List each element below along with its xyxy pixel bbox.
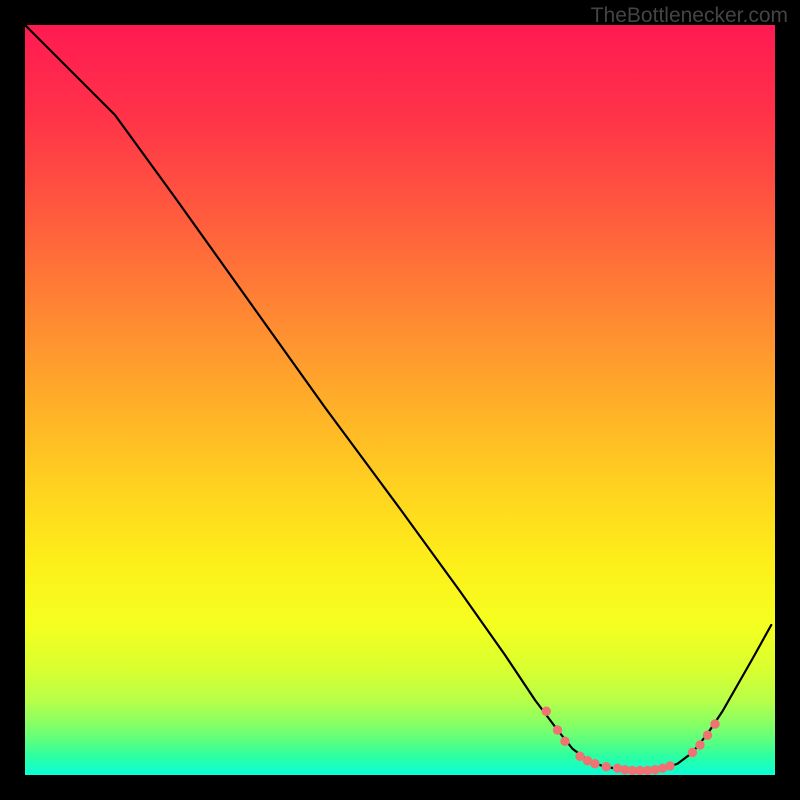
marker-dot (591, 760, 599, 768)
marker-dot (666, 762, 674, 770)
marker-dot (696, 741, 704, 749)
marker-dot (576, 752, 584, 760)
plot-area (25, 25, 775, 775)
marker-dot (703, 731, 711, 739)
marker-dot (602, 763, 610, 771)
marker-dot (711, 720, 719, 728)
marker-dot (688, 748, 696, 756)
marker-dot (613, 764, 621, 772)
marker-dot (553, 726, 561, 734)
marker-dot (561, 737, 569, 745)
marker-dot (542, 707, 550, 715)
marker-dot (651, 766, 659, 774)
plot-svg (25, 25, 775, 775)
gradient-background (25, 25, 775, 775)
chart-frame: TheBottlenecker.com (0, 0, 800, 800)
